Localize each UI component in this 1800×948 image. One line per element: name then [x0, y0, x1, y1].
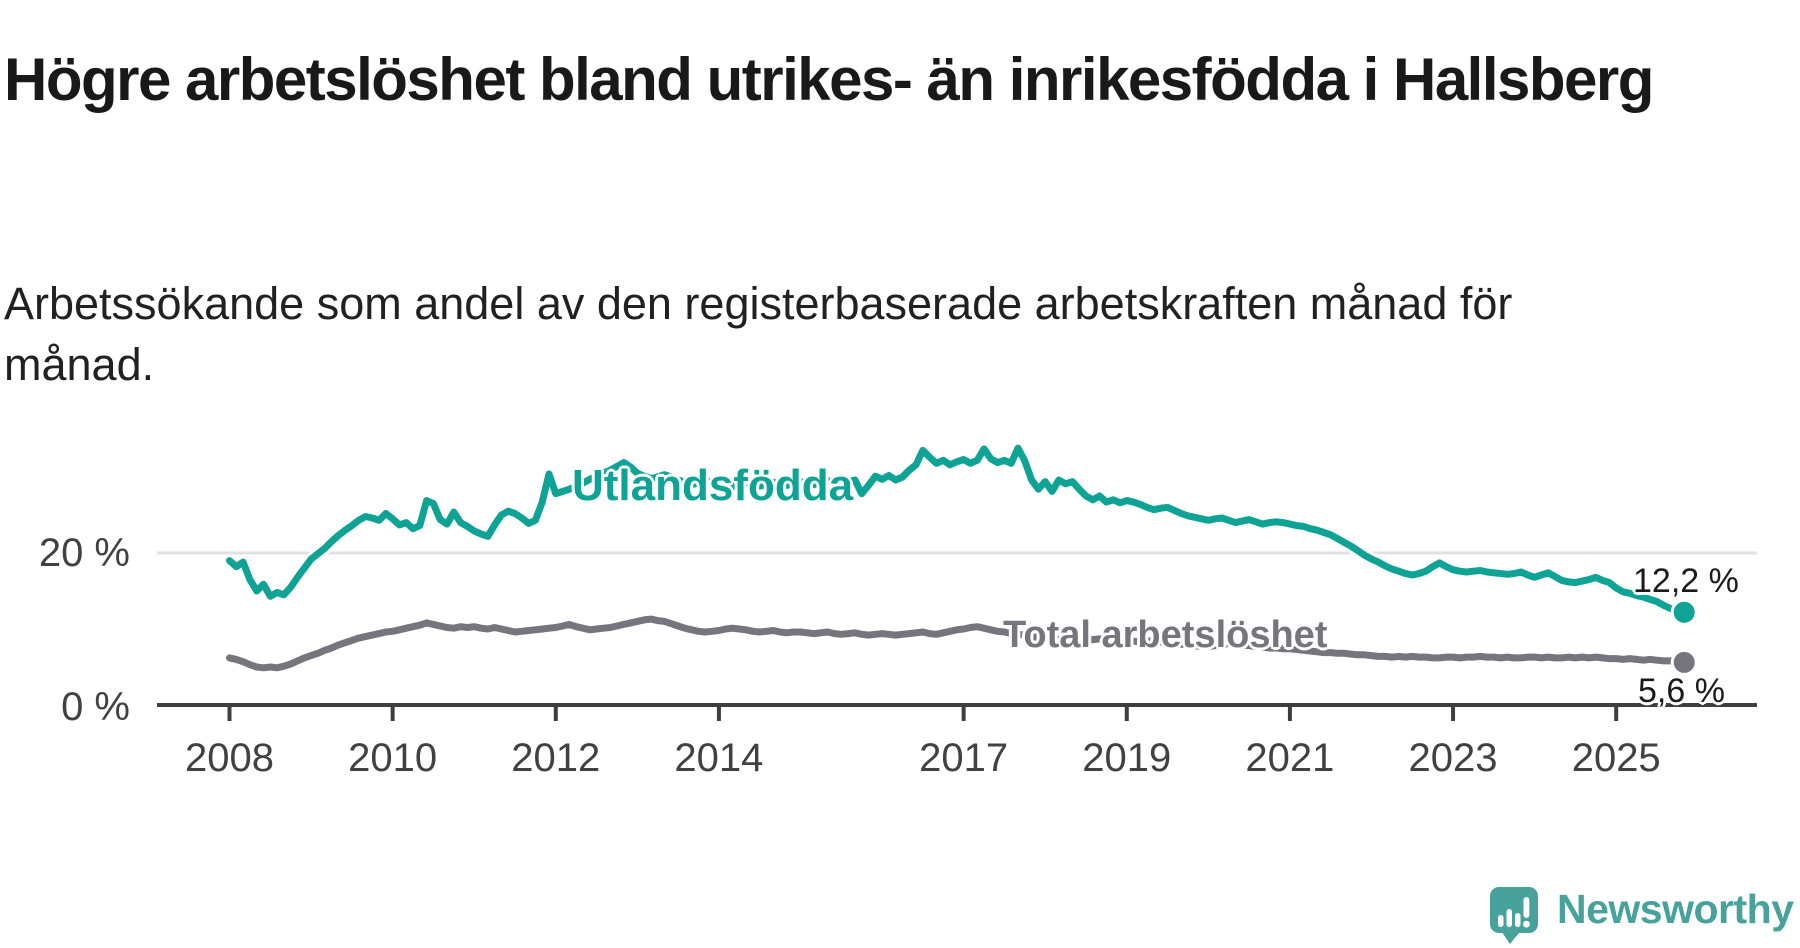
x-axis-tick-label-2010: 2010: [348, 736, 438, 780]
newsworthy-logo[interactable]: Newsworthy: [1489, 886, 1794, 946]
x-axis-tick-label-2021: 2021: [1245, 736, 1335, 780]
line-total-arbetsloshet: [226, 615, 1688, 672]
end-value-label-total: 5,6 %: [1638, 672, 1725, 710]
newsworthy-logo-icon: [1490, 887, 1538, 944]
line-utlandsfodda-casing: [223, 441, 1691, 619]
y-axis-tick-label-0: 0 %: [61, 685, 130, 729]
speech-bubble-shape: [1490, 887, 1538, 944]
y-axis-tick-label-20: 20 %: [38, 531, 130, 575]
x-axis-tick-label-2014: 2014: [674, 736, 764, 780]
end-value-label-utlandsfodda: 12,2 %: [1633, 562, 1739, 600]
exclamation-bar: [1523, 897, 1530, 918]
bar-chart-glyph: [1498, 897, 1530, 928]
x-axis-tick-label-2017: 2017: [919, 736, 1009, 780]
x-axis-tick-label-2023: 2023: [1408, 736, 1498, 780]
line-total-arbetsloshet-end-dot: [1670, 648, 1698, 676]
newsworthy-logo-text: Newsworthy: [1557, 886, 1794, 932]
x-axis-tick-label-2019: 2019: [1082, 736, 1172, 780]
x-axis-tick-label-2012: 2012: [511, 736, 601, 780]
x-axis-tick-label-2025: 2025: [1571, 736, 1661, 780]
page-title: Högre arbetslöshet bland utrikes- än inr…: [4, 46, 1654, 114]
series-label-total-arbetsloshet: Total arbetslöshet: [1003, 614, 1328, 656]
chart-subtitle: Arbetssökande som andel av den registerb…: [4, 278, 1513, 390]
line-utlandsfodda: [226, 444, 1688, 616]
exclamation-dot: [1523, 920, 1530, 928]
line-utlandsfodda-end-dot: [1670, 598, 1698, 626]
series-label-utlandsfodda: Utlandsfödda: [572, 461, 854, 510]
x-axis-tick-label-2008: 2008: [185, 736, 274, 780]
